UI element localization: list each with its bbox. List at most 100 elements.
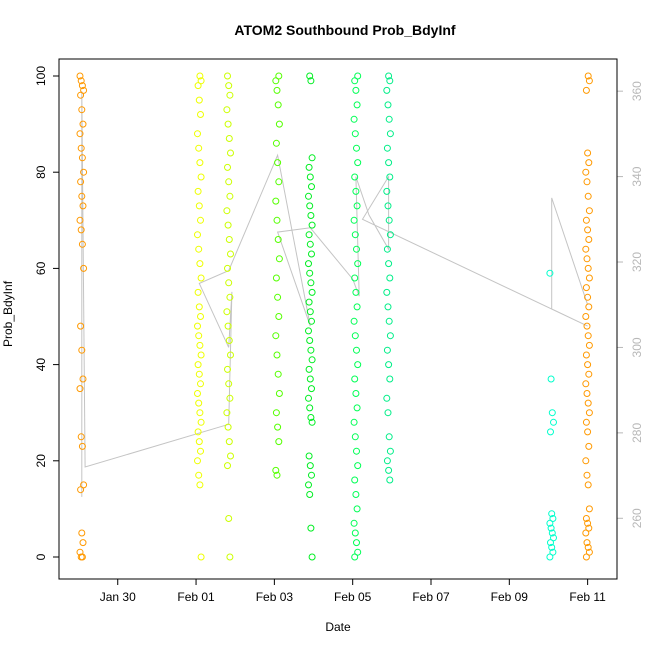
data-point: [548, 543, 556, 551]
data-point: [307, 279, 315, 287]
data-point: [272, 274, 280, 282]
data-point: [582, 457, 590, 465]
x-tick-label: Feb 11: [569, 590, 606, 604]
data-point: [197, 447, 204, 455]
data-point: [76, 130, 84, 138]
data-point: [197, 418, 205, 426]
data-point: [225, 515, 233, 522]
data-point: [583, 322, 591, 330]
data-point: [272, 409, 280, 417]
data-point: [305, 452, 313, 460]
data-point: [305, 365, 313, 373]
data-point: [224, 322, 232, 330]
data-point: [77, 178, 85, 186]
data-point: [194, 322, 201, 330]
data-point: [354, 361, 362, 369]
data-point: [275, 438, 283, 446]
data-point: [585, 207, 593, 215]
data-point: [353, 447, 360, 455]
data-point: [352, 390, 360, 397]
data-point: [353, 245, 360, 253]
data-point: [383, 457, 391, 465]
data-point: [582, 168, 590, 176]
data-point: [77, 226, 85, 234]
data-point: [78, 553, 86, 561]
data-point: [548, 510, 556, 518]
data-point: [353, 101, 361, 109]
data-point: [351, 529, 359, 537]
data-point: [353, 346, 360, 354]
data-point: [386, 77, 394, 85]
y-tick-label: 40: [34, 358, 48, 372]
data-point: [227, 452, 234, 460]
secondary-y-tick-label: 360: [630, 81, 644, 101]
data-point: [308, 183, 315, 191]
data-point: [305, 231, 313, 239]
data-point: [194, 82, 202, 90]
data-point: [305, 481, 312, 489]
data-point: [78, 106, 86, 114]
data-point: [582, 86, 590, 94]
data-point: [78, 442, 86, 450]
data-point: [584, 543, 592, 551]
data-point: [582, 284, 590, 292]
data-point: [224, 221, 232, 229]
data-point: [196, 341, 204, 349]
data-point: [223, 308, 231, 316]
data-point: [275, 120, 283, 128]
data-point: [223, 207, 231, 215]
data-point: [79, 202, 87, 210]
data-point: [225, 279, 233, 287]
data-point: [227, 250, 234, 258]
data-point: [77, 91, 85, 99]
data-point: [584, 361, 592, 369]
data-point: [585, 370, 593, 378]
data-point: [548, 409, 556, 417]
data-point: [308, 553, 316, 561]
data-point: [383, 346, 391, 354]
data-point: [79, 539, 87, 547]
data-point: [308, 154, 316, 162]
data-point: [274, 101, 282, 109]
data-point: [274, 236, 282, 243]
data-point: [353, 505, 361, 513]
data-point: [195, 471, 203, 479]
data-point: [385, 466, 393, 474]
data-point: [272, 332, 280, 340]
data-point: [195, 332, 203, 340]
connecting-line: [81, 91, 589, 497]
data-point: [383, 245, 391, 253]
data-point: [197, 351, 205, 359]
data-point: [585, 274, 593, 282]
data-point: [79, 375, 87, 383]
data-point: [305, 327, 312, 335]
data-point: [584, 264, 592, 272]
data-point: [306, 240, 314, 248]
data-point: [195, 438, 203, 446]
data-point: [77, 144, 85, 152]
data-point: [546, 519, 554, 527]
data-point: [350, 317, 358, 325]
data-point: [196, 72, 204, 80]
data-point: [582, 380, 590, 388]
data-point: [306, 269, 314, 277]
x-axis-label: Date: [325, 620, 351, 634]
secondary-y-tick-label: 280: [630, 423, 644, 443]
data-point: [226, 553, 234, 561]
data-points: [76, 72, 593, 561]
data-point: [352, 288, 360, 296]
data-point: [308, 471, 315, 479]
data-point: [306, 337, 314, 344]
data-point: [353, 404, 361, 412]
data-point: [223, 106, 231, 114]
data-point: [353, 303, 361, 311]
data-point: [196, 481, 204, 489]
data-point: [273, 86, 281, 94]
data-point: [386, 332, 394, 340]
data-point: [306, 375, 314, 383]
data-point: [353, 144, 360, 152]
data-point: [78, 529, 86, 537]
data-point: [353, 202, 361, 210]
data-point: [583, 255, 591, 263]
data-point: [582, 351, 590, 359]
